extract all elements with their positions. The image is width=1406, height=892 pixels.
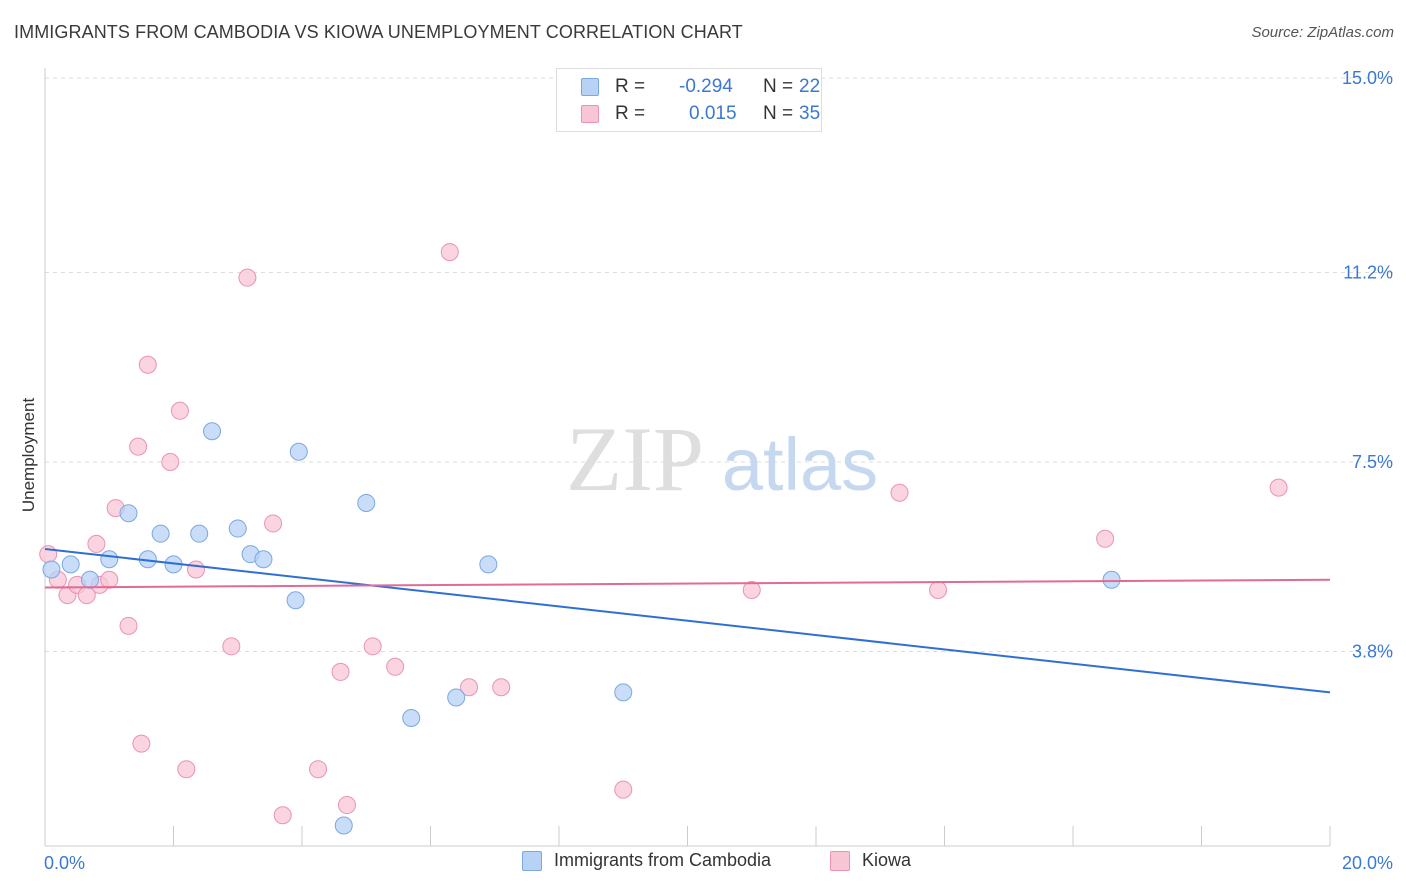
stats-r-label: R = xyxy=(615,103,646,124)
y-tick-label: 11.2% xyxy=(1343,263,1393,283)
source-label: Source: ZipAtlas.com xyxy=(1251,24,1394,41)
kiowa-point xyxy=(331,662,350,681)
chart-title: IMMIGRANTS FROM CAMBODIA VS KIOWA UNEMPL… xyxy=(14,22,743,42)
kiowa-point xyxy=(363,637,382,656)
kiowa-point xyxy=(170,401,189,420)
kiowa-point xyxy=(742,581,761,599)
stats-r-value: -0.294 xyxy=(679,76,733,97)
kiowa-point xyxy=(138,355,157,374)
watermark-zip: ZIP xyxy=(566,408,704,510)
kiowa-point xyxy=(1269,478,1288,497)
cambodia-point xyxy=(228,519,247,538)
kiowa-point xyxy=(222,637,241,656)
y-axis-label: Unemployment xyxy=(19,398,38,513)
cambodia-point xyxy=(289,442,308,461)
cambodia-point xyxy=(614,683,633,702)
kiowa-point xyxy=(614,780,633,799)
kiowa-point xyxy=(1096,529,1115,548)
legend-swatch-cambodia xyxy=(522,850,542,871)
grid-lines xyxy=(45,77,1395,652)
kiowa-trend-line xyxy=(44,578,1331,589)
stats-r-label: R = xyxy=(615,76,646,97)
kiowa-point xyxy=(186,560,205,579)
kiowa-point xyxy=(337,796,356,815)
cambodia-point xyxy=(80,570,99,589)
stats-r-value: 0.015 xyxy=(689,103,737,124)
kiowa-point xyxy=(100,570,119,589)
x-tick-label: 20.0% xyxy=(1342,853,1393,873)
trend-lines xyxy=(44,548,1331,694)
kiowa-point xyxy=(87,534,106,553)
kiowa-point xyxy=(273,806,292,825)
y-tick-label: 7.5% xyxy=(1352,452,1393,472)
kiowa-point xyxy=(119,616,138,635)
stats-n-label: N = xyxy=(763,103,794,124)
x-tick-label: 0.0% xyxy=(44,853,85,873)
stats-swatch-cambodia xyxy=(581,78,599,96)
axes xyxy=(44,68,1331,847)
kiowa-point xyxy=(929,581,948,599)
cambodia-point xyxy=(447,688,466,707)
cambodia-point xyxy=(190,524,209,543)
cambodia-point xyxy=(151,524,170,543)
cambodia-trend-line xyxy=(44,548,1331,694)
cambodia-point xyxy=(402,709,421,727)
kiowa-point xyxy=(129,437,148,456)
kiowa-point xyxy=(460,678,479,697)
cambodia-point xyxy=(254,550,273,569)
cambodia-point xyxy=(61,555,80,574)
cambodia-point xyxy=(479,555,498,574)
stats-n-value: 22 xyxy=(799,76,821,97)
cambodia-point xyxy=(1102,570,1121,589)
cambodia-point xyxy=(286,591,305,610)
stats-swatch-kiowa xyxy=(581,105,599,123)
cambodia-point xyxy=(119,504,138,523)
legend-label-kiowa: Kiowa xyxy=(862,850,912,870)
legend-item-cambodia[interactable]: Immigrants from Cambodia xyxy=(522,850,771,871)
cambodia-point xyxy=(203,422,222,441)
cambodia-point xyxy=(42,560,61,579)
kiowa-point xyxy=(177,760,196,779)
kiowa-point xyxy=(39,545,58,564)
data-points xyxy=(39,243,1288,835)
watermark-atlas: atlas xyxy=(722,423,878,506)
y-tick-label: 3.8% xyxy=(1352,641,1393,661)
kiowa-point xyxy=(238,268,257,287)
legend-swatch-kiowa xyxy=(830,850,850,871)
kiowa-point xyxy=(386,657,405,676)
kiowa-point xyxy=(440,243,459,262)
kiowa-point xyxy=(890,483,909,502)
cambodia-point xyxy=(100,550,119,569)
kiowa-point xyxy=(492,678,511,697)
watermark: ZIP atlas xyxy=(566,408,878,510)
stats-legend: R = -0.294 N = 22 R = 0.015 N = 35 xyxy=(556,68,822,132)
stats-n-label: N = xyxy=(763,76,794,97)
kiowa-point xyxy=(264,514,283,533)
kiowa-point xyxy=(132,734,151,753)
cambodia-point xyxy=(357,493,376,512)
stats-n-value: 35 xyxy=(799,103,821,124)
kiowa-point xyxy=(309,760,328,779)
legend-label-cambodia: Immigrants from Cambodia xyxy=(554,850,772,870)
y-tick-label: 15.0% xyxy=(1342,68,1393,88)
cambodia-point xyxy=(334,816,353,835)
chart-legend: Immigrants from Cambodia Kiowa xyxy=(0,850,1406,880)
tick-labels: 3.8% 7.5% 11.2% 15.0% 0.0% 20.0% xyxy=(44,68,1393,873)
kiowa-point xyxy=(161,453,180,471)
legend-item-kiowa[interactable]: Kiowa xyxy=(830,850,911,871)
